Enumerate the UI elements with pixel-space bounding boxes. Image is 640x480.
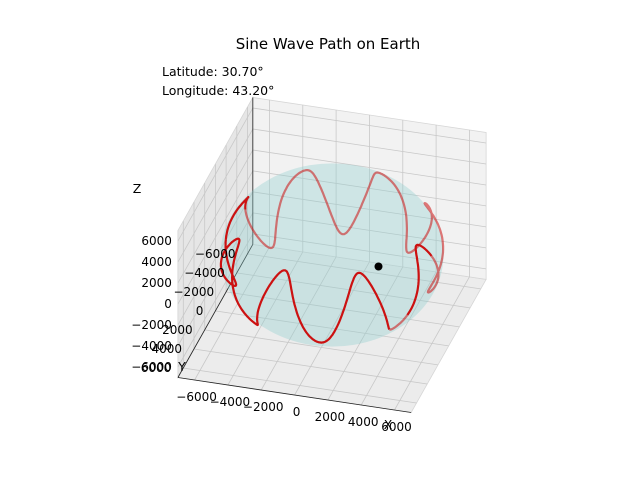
z-axis-label: Z [133,181,142,196]
y-tick-label: 0 [196,304,204,318]
path-segment-front [219,237,391,344]
x-axis-label: X [384,417,393,432]
z-tick-label: −6000 [131,360,172,374]
y-axis-label: Y [177,359,186,374]
x-gridline [227,105,304,386]
x-tick-label: −4000 [210,395,251,409]
x-gridline [360,125,437,406]
x-gridline [294,115,370,396]
path-segment-back [388,314,409,331]
path-segment-front [224,195,250,240]
latitude-readout: Latitude: 30.70° [162,64,264,79]
y-tick-label: −4000 [184,266,225,280]
z-tick-label: −4000 [131,339,172,353]
path-segment-front [406,243,433,316]
y-tick-label: 2000 [162,323,193,337]
position-marker [374,262,383,271]
longitude-readout: Longitude: 43.20° [162,83,274,98]
earth-sphere [220,163,444,347]
x-tick-label: 2000 [315,410,346,424]
z-tick-label: 4000 [141,255,172,269]
x-gridline [260,110,337,391]
sphere-body [220,163,444,347]
y-axis-line [177,244,254,378]
x-gridline [394,130,470,411]
x-gridline [327,120,404,401]
y-tick-label: −6000 [195,247,236,261]
x-tick-label: 6000 [381,420,412,434]
z-tick-label: 0 [164,297,172,311]
axes-grid [177,97,487,413]
chart-title: Sine Wave Path on Earth [236,35,421,53]
marker-point [374,262,383,271]
y-tick-label: 4000 [151,342,182,356]
axis-labels: X Y Z [133,181,393,432]
x-axis-line [177,377,412,413]
z-tick-label: 6000 [141,234,172,248]
tick-labels: −6000−4000−2000 0 2000 4000 6000−6000−4000−2… [131,234,411,434]
x-tick-label: 0 [293,405,301,419]
sine-wave-path [219,169,445,344]
x-tick-label: −2000 [243,400,284,414]
x-tick-label: −6000 [176,390,217,404]
path-segment-back [244,169,445,294]
y-tick-label: 6000 [141,361,172,375]
z-tick-label: 2000 [141,276,172,290]
y-tick-label: −2000 [174,285,215,299]
x-tick-label: 4000 [348,415,379,429]
z-tick-label: −2000 [131,318,172,332]
